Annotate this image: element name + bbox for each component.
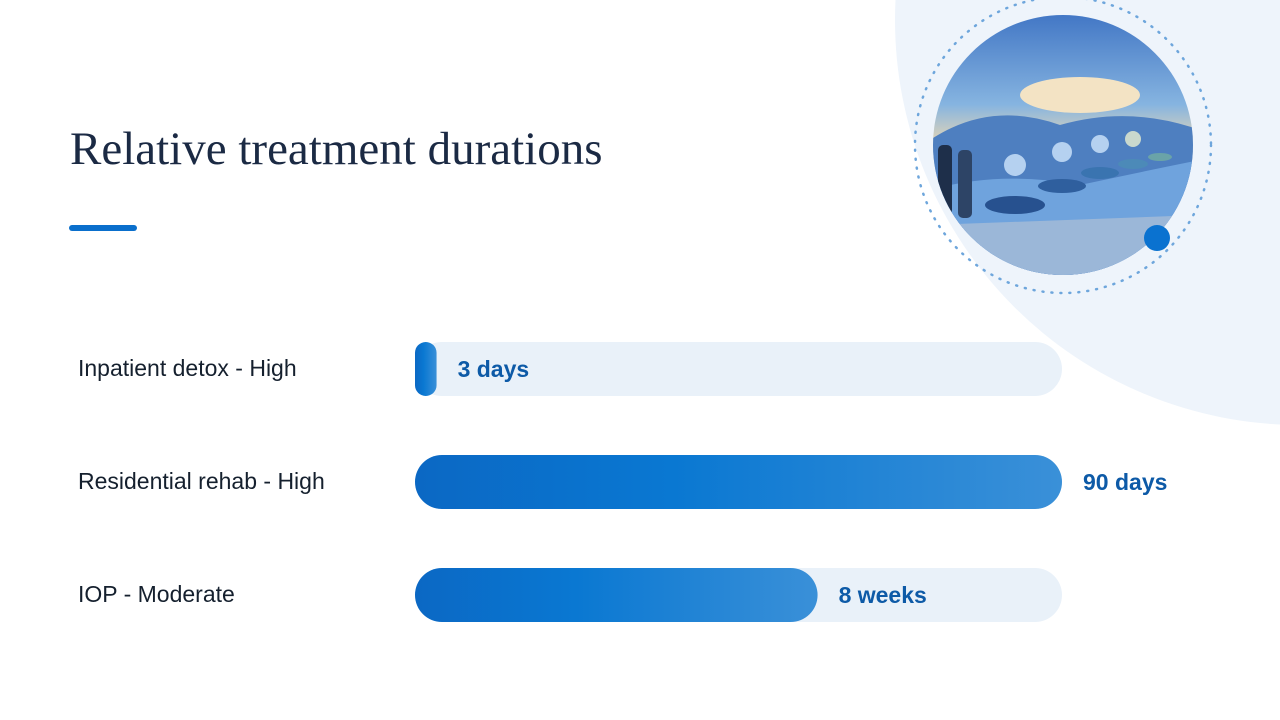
value-label: 3 days (458, 356, 530, 382)
category-label: IOP - Moderate (78, 581, 235, 607)
category-label: Residential rehab - High (78, 468, 325, 494)
bar (415, 455, 1062, 509)
chart-title: Relative treatment durations (70, 123, 603, 175)
dotted-ring (913, 0, 1213, 295)
category-label: Inpatient detox - High (78, 355, 297, 381)
bar-track (415, 342, 1062, 396)
value-label: 90 days (1083, 469, 1167, 495)
accent-dot (1144, 225, 1170, 251)
value-label: 8 weeks (839, 582, 927, 608)
title-underline (69, 225, 137, 231)
bar (415, 342, 437, 396)
bar (415, 568, 818, 622)
